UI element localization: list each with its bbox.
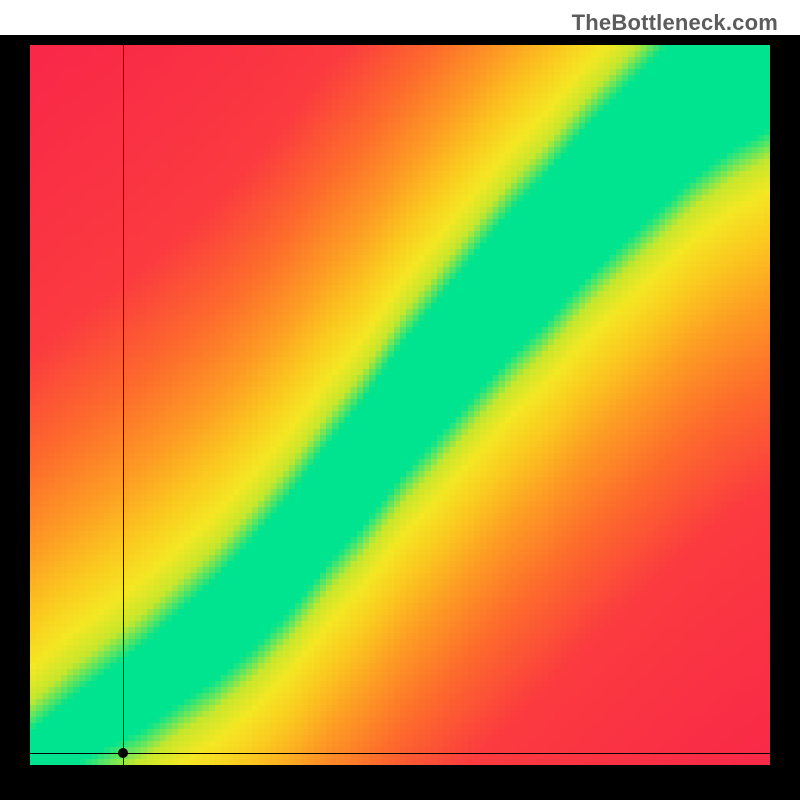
crosshair-horizontal bbox=[30, 753, 770, 754]
bottleneck-heatmap bbox=[30, 45, 770, 765]
crosshair-vertical bbox=[123, 45, 124, 765]
chart-outer-frame bbox=[0, 35, 800, 800]
heatmap-canvas bbox=[30, 45, 770, 765]
page-frame: TheBottleneck.com bbox=[0, 0, 800, 800]
crosshair-marker bbox=[118, 748, 128, 758]
watermark-text: TheBottleneck.com bbox=[572, 10, 778, 36]
